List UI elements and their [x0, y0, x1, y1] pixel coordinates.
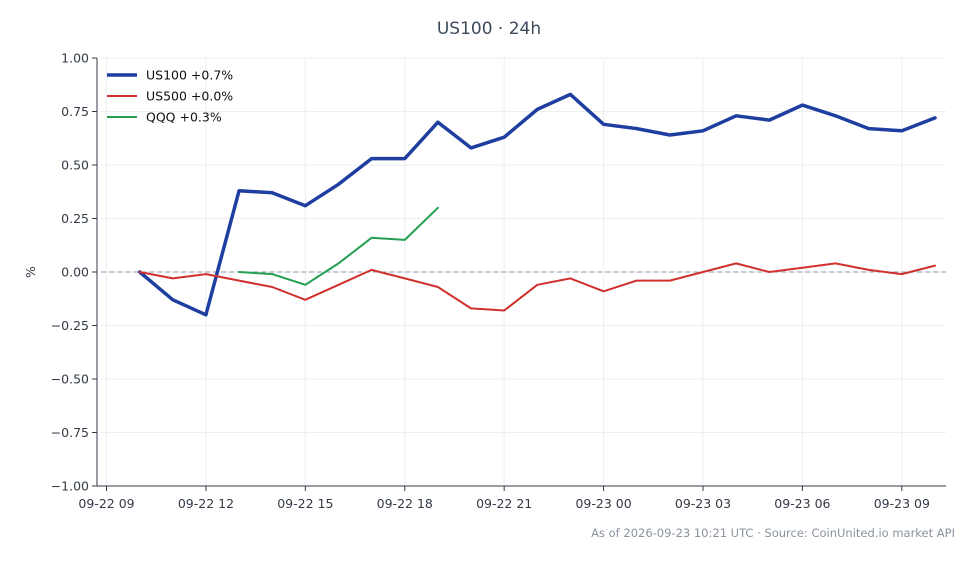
x-axis-ticks: 09-22 09 09-22 12 09-22 15 09-22 18 09-22 21… — [78, 486, 930, 511]
x-tick-label: 09-22 18 — [377, 496, 433, 511]
y-tick-label: 0.00 — [61, 265, 89, 280]
y-tick-label: 0.75 — [61, 104, 89, 119]
x-tick-label: 09-22 15 — [277, 496, 333, 511]
source-footer: As of 2026-09-23 10:21 UTC · Source: Coi… — [591, 526, 955, 540]
legend-label: QQQ +0.3% — [146, 110, 222, 125]
series-line-3 — [238, 206, 439, 286]
x-tick-label: 09-23 03 — [675, 496, 731, 511]
x-tick-label: 09-23 09 — [874, 496, 930, 511]
legend: US100 +0.7% US500 +0.0% QQQ +0.3% — [107, 68, 233, 125]
series-line-2 — [138, 262, 936, 312]
x-tick-label: 09-22 09 — [78, 496, 134, 511]
y-tick-label: 1.00 — [61, 51, 89, 66]
y-tick-label: 0.25 — [61, 211, 89, 226]
chart-title: US100 · 24h — [436, 19, 542, 39]
y-axis-label: % — [23, 266, 38, 278]
series-lines — [137, 92, 937, 317]
legend-label: US500 +0.0% — [146, 89, 233, 104]
x-tick-label: 09-22 21 — [476, 496, 532, 511]
series-line-1 — [137, 92, 937, 317]
y-axis-ticks: 1.00 0.75 0.50 0.25 0.00 −0.25 −0.50 −0.75 −1.00 — [51, 51, 97, 494]
y-tick-label: −0.50 — [51, 372, 89, 387]
y-tick-label: 0.50 — [61, 158, 89, 173]
x-tick-label: 09-23 00 — [575, 496, 631, 511]
x-tick-label: 09-23 06 — [774, 496, 830, 511]
y-tick-label: −1.00 — [51, 479, 89, 494]
y-tick-label: −0.25 — [51, 318, 89, 333]
y-tick-label: −0.75 — [51, 425, 89, 440]
legend-label: US100 +0.7% — [146, 68, 233, 83]
x-tick-label: 09-22 12 — [178, 496, 234, 511]
